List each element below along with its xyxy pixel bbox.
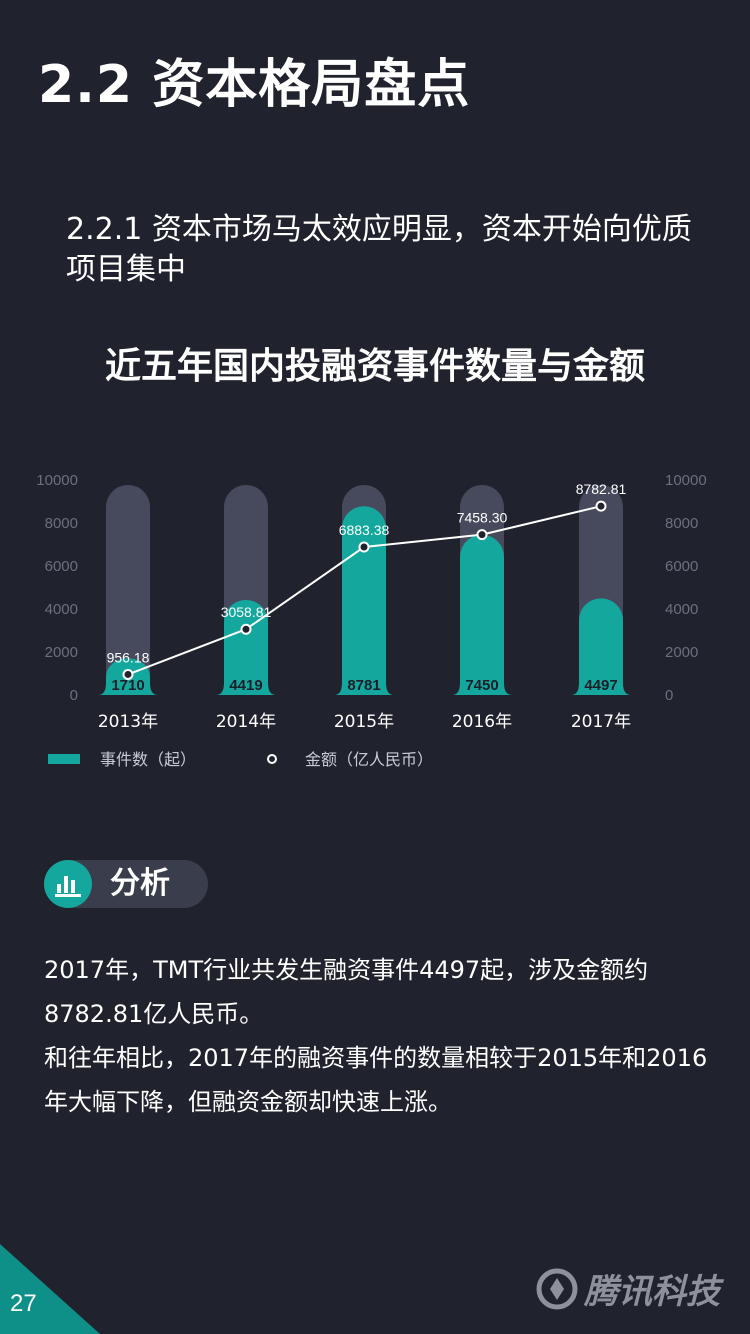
bar-value-label: 1710 xyxy=(111,677,144,694)
legend-swatch-amount xyxy=(267,754,277,764)
bar xyxy=(216,599,276,695)
analysis-heading: 分析 xyxy=(110,866,170,901)
bar-value-label: 8781 xyxy=(347,677,380,694)
legend-swatch-count xyxy=(48,754,80,764)
amount-value-label: 3058.81 xyxy=(221,604,272,620)
y-left-tick-label: 8000 xyxy=(45,515,78,532)
x-tick-label: 2015年 xyxy=(334,712,394,732)
bar-value-label: 4419 xyxy=(229,677,262,694)
analysis-paragraph: 和往年相比，2017年的融资事件的数量相较于2015年和2016年大幅下降，但融… xyxy=(44,1044,708,1116)
y-left-tick-label: 2000 xyxy=(45,644,78,661)
page-number: 27 xyxy=(10,1290,37,1317)
amount-point xyxy=(240,623,252,635)
amount-point xyxy=(358,541,370,553)
tencent-tech-logo-icon xyxy=(536,1268,578,1309)
analysis-paragraph: 2017年，TMT行业共发生融资事件4497起，涉及金额约8782.81亿人民币… xyxy=(44,956,649,1028)
y-right-tick-label: 0 xyxy=(665,687,673,704)
x-tick-label: 2017年 xyxy=(571,712,631,732)
amount-point xyxy=(595,500,607,512)
amount-value-label: 956.18 xyxy=(107,649,150,665)
analysis-text: 2017年，TMT行业共发生融资事件4497起，涉及金额约8782.81亿人民币… xyxy=(44,948,714,1124)
y-right-tick-label: 6000 xyxy=(665,558,698,575)
x-tick-label: 2014年 xyxy=(216,712,276,732)
amount-point xyxy=(122,668,134,680)
y-right-tick-label: 2000 xyxy=(665,644,698,661)
bar-value-label: 4497 xyxy=(584,677,617,694)
bar xyxy=(334,506,394,695)
y-left-tick-label: 6000 xyxy=(45,558,78,575)
y-left-tick-label: 0 xyxy=(70,687,78,704)
amount-value-label: 7458.30 xyxy=(457,510,508,526)
y-right-tick-label: 8000 xyxy=(665,515,698,532)
amount-point xyxy=(476,529,488,541)
section-subtitle: 2.2.1 资本市场马太效应明显，资本开始向优质项目集中 xyxy=(66,212,692,287)
analysis-heading-pill: 分析 xyxy=(44,860,208,908)
legend-label-count: 事件数（起） xyxy=(100,750,196,769)
bar xyxy=(571,598,631,695)
amount-value-label: 8782.81 xyxy=(576,481,627,497)
bar xyxy=(452,534,512,695)
y-left-tick-label: 4000 xyxy=(45,601,78,618)
y-left-tick-label: 10000 xyxy=(36,472,78,489)
y-right-tick-label: 4000 xyxy=(665,601,698,618)
amount-value-label: 6883.38 xyxy=(339,522,390,538)
bar-chart-icon xyxy=(44,860,92,908)
legend-label-amount: 金额（亿人民币） xyxy=(305,750,433,769)
brand-name: 腾讯科技 xyxy=(584,1272,720,1312)
bar-background xyxy=(98,485,158,695)
chart-title: 近五年国内投融资事件数量与金额 xyxy=(104,346,645,387)
bar-value-label: 7450 xyxy=(465,677,498,694)
corner-decoration xyxy=(0,1244,100,1334)
brand-logo: 腾讯科技 xyxy=(536,1264,720,1313)
y-right-tick-label: 10000 xyxy=(665,472,707,489)
investment-chart: 0 2000 4000 6000 8000 10000 0 2000 4000 6000 8000 1… xyxy=(36,472,707,769)
page-title: 2.2 资本格局盘点 xyxy=(38,55,471,115)
x-tick-label: 2013年 xyxy=(98,712,158,732)
x-tick-label: 2016年 xyxy=(452,712,512,732)
